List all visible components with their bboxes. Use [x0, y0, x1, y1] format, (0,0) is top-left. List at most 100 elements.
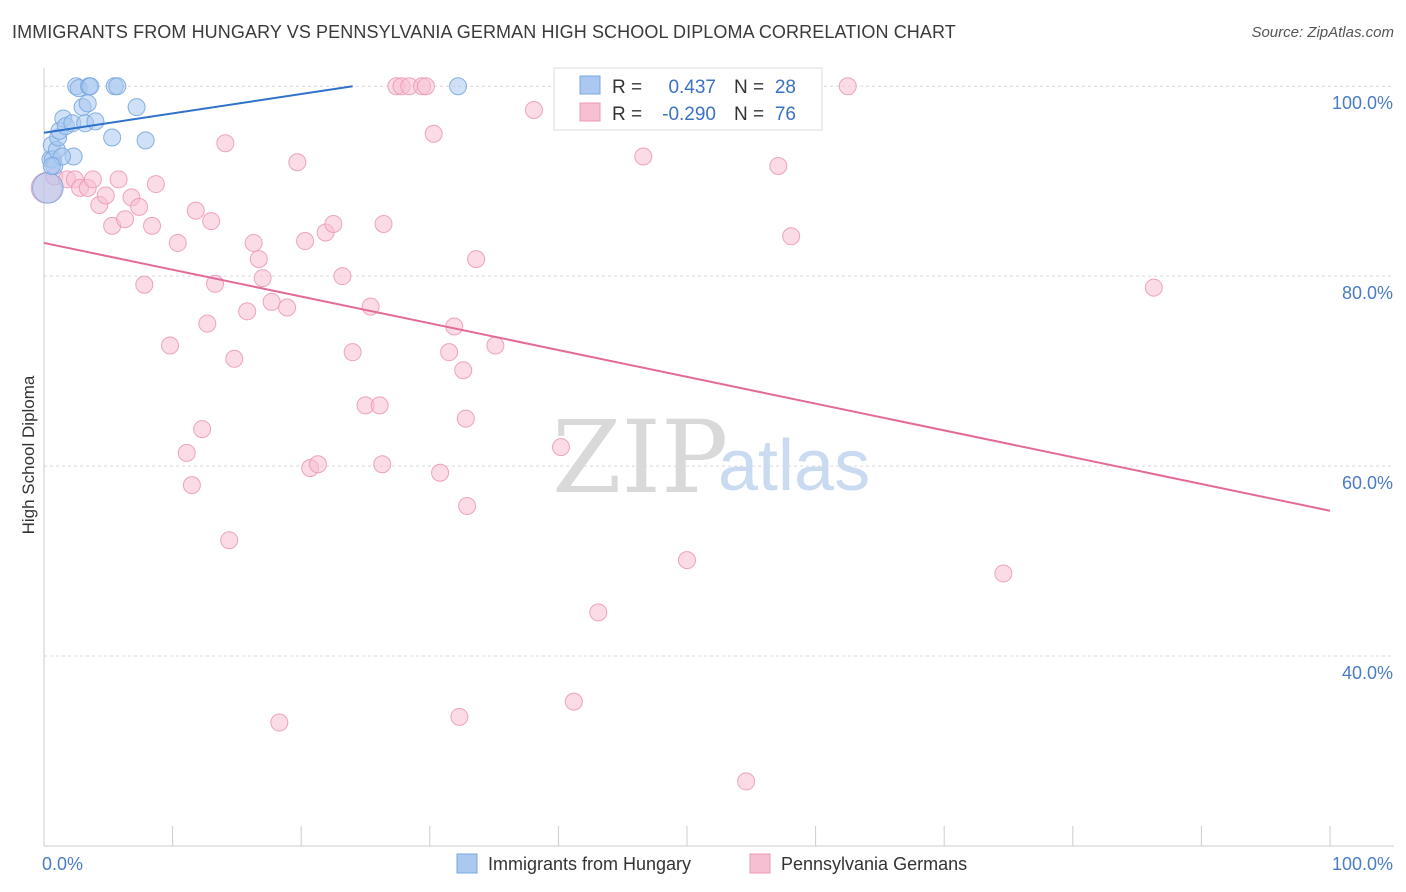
point-pa-german	[456, 409, 475, 428]
trend-line-hungary	[43, 85, 353, 134]
stats-n-label: N =	[734, 77, 764, 98]
point-hungary	[78, 94, 97, 113]
point-pa-german	[262, 292, 281, 311]
point-pa-german	[143, 216, 162, 235]
point-pa-german	[177, 443, 196, 462]
point-pa-german	[193, 420, 212, 439]
source-credit: Source: ZipAtlas.com	[1251, 24, 1394, 41]
x-tick-label: 0.0%	[42, 854, 83, 874]
point-pa-german	[838, 77, 857, 96]
point-hungary	[86, 112, 105, 131]
point-pa-german	[589, 603, 608, 622]
point-pa-german	[225, 349, 244, 368]
y-tick-label: 60.0%	[1342, 473, 1393, 493]
point-pa-german	[96, 186, 115, 205]
point-pa-german	[161, 336, 180, 355]
point-pa-german	[564, 692, 583, 711]
y-tick-label: 100.0%	[1332, 93, 1393, 113]
point-pa-german	[769, 157, 788, 176]
point-pa-german	[782, 227, 801, 246]
point-hungary	[108, 77, 127, 96]
point-pa-german	[370, 396, 389, 415]
y-axis-label: High School Diploma	[19, 375, 38, 534]
bottom-legend: Immigrants from Hungary Pennsylvania Ger…	[456, 853, 967, 874]
point-pa-german	[333, 267, 352, 286]
point-pa-german	[198, 314, 217, 333]
stats-n-value: 76	[775, 104, 796, 125]
point-pa-german	[249, 250, 268, 269]
point-pa-german	[1144, 278, 1163, 297]
point-pa-german	[994, 564, 1013, 583]
point-pa-german	[467, 250, 486, 269]
point-pa-german	[431, 463, 450, 482]
point-pa-german	[454, 361, 473, 380]
point-pa-german	[524, 100, 543, 119]
point-pa-german	[146, 175, 165, 194]
point-pa-german	[220, 531, 239, 550]
legend-label-hungary: Immigrants from Hungary	[488, 854, 691, 874]
point-pa-german	[458, 497, 477, 516]
stats-n-value: 28	[775, 77, 796, 98]
point-hungary	[136, 131, 155, 150]
point-pa-german	[244, 233, 263, 252]
point-pa-german	[216, 134, 235, 153]
legend-label-pa-german: Pennsylvania Germans	[781, 854, 967, 874]
point-pa-german	[83, 170, 102, 189]
point-pa-german	[440, 343, 459, 362]
point-pa-german	[253, 269, 272, 288]
point-pa-german	[374, 214, 393, 233]
point-pa-german	[424, 124, 443, 143]
stats-r-label: R =	[612, 77, 642, 98]
legend-swatch-pa-german	[749, 853, 771, 874]
stats-swatch-pa-german	[579, 102, 601, 122]
point-pa-german	[737, 772, 756, 791]
legend-swatch-hungary	[456, 853, 478, 874]
y-tick-labels: 100.0% 80.0% 60.0% 40.0%	[1332, 93, 1393, 683]
stats-r-value: -0.290	[662, 104, 716, 125]
point-pa-german	[373, 455, 392, 474]
point-pa-german	[416, 77, 435, 96]
point-pa-german	[551, 438, 570, 457]
stats-n-label: N =	[734, 104, 764, 125]
point-pa-german	[186, 201, 205, 220]
point-hungary	[42, 157, 61, 176]
stats-swatch-hungary	[579, 75, 601, 95]
point-hungary	[449, 77, 468, 96]
gridlines	[44, 85, 1394, 657]
point-hungary	[127, 98, 146, 117]
point-pa-german	[634, 147, 653, 166]
point-pa-german	[343, 343, 362, 362]
trend-lines	[43, 85, 1331, 512]
point-hungary	[32, 172, 64, 204]
y-tick-label: 40.0%	[1342, 663, 1393, 683]
point-pa-german	[308, 455, 327, 474]
stats-legend: R = 0.437 N = 28 R = -0.290 N = 76	[553, 67, 823, 131]
y-tick-label: 80.0%	[1342, 283, 1393, 303]
stats-r-value: 0.437	[668, 77, 716, 98]
point-pa-german	[278, 298, 297, 317]
point-hungary	[81, 77, 100, 96]
point-pa-german	[135, 275, 154, 294]
chart-title: IMMIGRANTS FROM HUNGARY VS PENNSYLVANIA …	[12, 22, 956, 42]
point-pa-german	[116, 210, 135, 229]
point-pa-german	[486, 336, 505, 355]
point-hungary	[103, 128, 122, 147]
point-pa-german	[678, 551, 696, 570]
watermark-zip: ZIP	[552, 399, 728, 516]
point-pa-german	[168, 233, 187, 252]
point-pa-german	[288, 153, 307, 172]
point-pa-german	[182, 476, 201, 495]
point-pa-german	[296, 232, 315, 251]
trend-line-pa-german	[43, 241, 1331, 512]
point-pa-german	[270, 713, 289, 732]
point-pa-german	[324, 214, 343, 233]
data-points	[30, 77, 1163, 791]
point-pa-german	[202, 212, 221, 231]
point-pa-german	[238, 302, 257, 321]
point-pa-german	[109, 170, 128, 189]
stats-r-label: R =	[612, 104, 642, 125]
point-pa-german	[450, 707, 469, 726]
point-pa-german	[130, 197, 149, 216]
x-tick-labels: 0.0% 100.0%	[42, 854, 1393, 874]
